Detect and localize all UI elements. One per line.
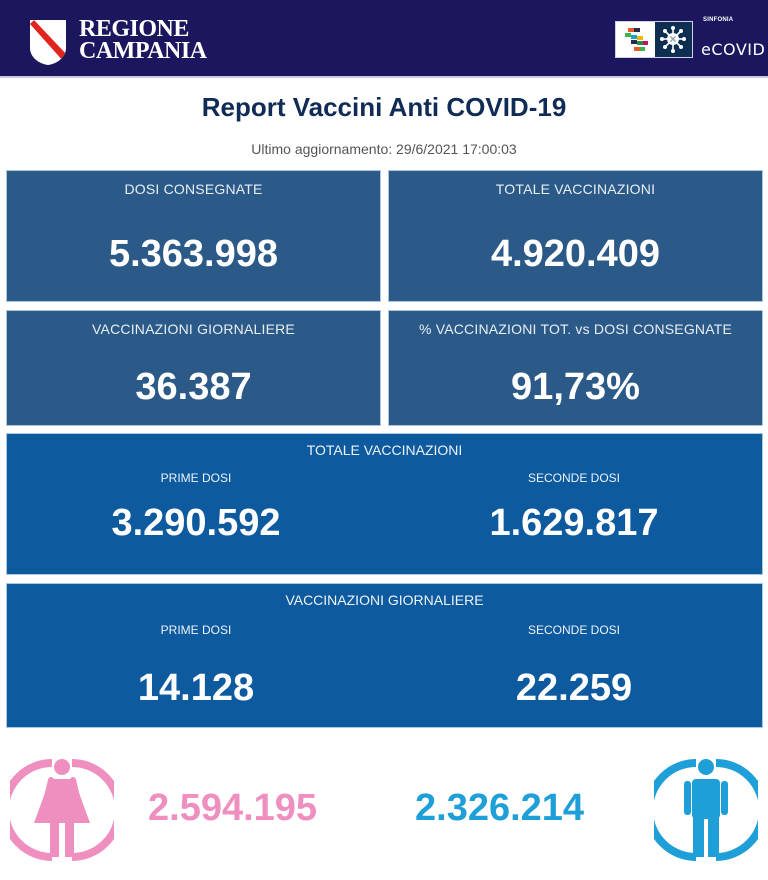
brand-name: REGIONE CAMPANIA	[79, 16, 207, 64]
prime-dosi-label: PRIME DOSI	[160, 471, 232, 485]
totale-vaccinazioni-panel: TOTALE VACCINAZIONI PRIME DOSI 3.290.592…	[6, 433, 763, 575]
brand-line-1: REGIONE	[79, 16, 189, 42]
prime-dosi-column: PRIME DOSI 3.290.592	[7, 434, 385, 574]
kpi-value: 91,73%	[511, 366, 640, 408]
female-count: 2.594.195	[148, 787, 318, 829]
kpi-vaccinazioni-giornaliere: VACCINAZIONI GIORNALIERE 36.387	[6, 310, 381, 426]
virus-icon	[655, 22, 692, 57]
kpi-percentuale-vaccinazioni: % VACCINAZIONI TOT. vs DOSI CONSEGNATE 9…	[388, 310, 763, 426]
kpi-value: 36.387	[135, 366, 252, 408]
panel-title: VACCINAZIONI GIORNALIERE	[285, 592, 484, 608]
regione-campania-shield-icon	[30, 20, 66, 65]
page-title: Report Vaccini Anti COVID-19	[201, 92, 567, 122]
prime-dosi-column: PRIME DOSI 14.128	[7, 584, 385, 727]
kpi-label: TOTALE VACCINAZIONI	[495, 181, 656, 197]
sinfonia-logo	[615, 21, 693, 58]
female-icon	[10, 759, 114, 861]
seconde-dosi-value: 22.259	[515, 667, 633, 709]
male-icon	[654, 759, 758, 861]
prime-dosi-value: 3.290.592	[111, 502, 281, 544]
kpi-label: DOSI CONSEGNATE	[124, 181, 263, 197]
seconde-dosi-column: SECONDE DOSI 22.259	[385, 584, 763, 727]
prime-dosi-label: PRIME DOSI	[160, 623, 232, 637]
kpi-label: % VACCINAZIONI TOT. vs DOSI CONSEGNATE	[418, 321, 733, 337]
last-updated: Ultimo aggiornamento: 29/6/2021 17:00:03	[251, 141, 517, 157]
sinfonia-mosaic-icon	[625, 28, 648, 51]
seconde-dosi-label: SECONDE DOSI	[527, 471, 620, 485]
kpi-totale-vaccinazioni: TOTALE VACCINAZIONI 4.920.409	[388, 170, 763, 302]
header-bar: REGIONE CAMPANIA	[0, 0, 768, 78]
brand-line-2: CAMPANIA	[79, 38, 207, 64]
seconde-dosi-column: SECONDE DOSI 1.629.817	[385, 434, 763, 574]
vaccinazioni-giornaliere-panel: VACCINAZIONI GIORNALIERE PRIME DOSI 14.1…	[6, 583, 763, 728]
male-count: 2.326.214	[415, 787, 585, 829]
kpi-label: VACCINAZIONI GIORNALIERE	[92, 321, 295, 337]
kpi-value: 5.363.998	[108, 233, 279, 275]
seconde-dosi-label: SECONDE DOSI	[527, 623, 620, 637]
panel-title: TOTALE VACCINAZIONI	[306, 442, 463, 458]
partner-small-label: SINFONIA	[703, 17, 734, 23]
seconde-dosi-value: 1.629.817	[489, 502, 659, 544]
kpi-value: 4.920.409	[490, 233, 661, 275]
prime-dosi-value: 14.128	[137, 667, 255, 709]
partner-name: eCOVID	[701, 40, 766, 59]
kpi-dosi-consegnate: DOSI CONSEGNATE 5.363.998	[6, 170, 381, 302]
